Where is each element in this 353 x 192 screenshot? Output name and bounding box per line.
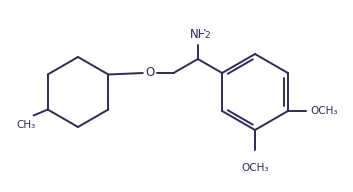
- Text: 2: 2: [204, 31, 210, 41]
- Text: OCH₃: OCH₃: [310, 106, 338, 116]
- Text: NH: NH: [190, 27, 208, 41]
- Text: OCH₃: OCH₃: [241, 163, 269, 173]
- Text: O: O: [145, 66, 154, 79]
- Text: CH₃: CH₃: [16, 119, 35, 129]
